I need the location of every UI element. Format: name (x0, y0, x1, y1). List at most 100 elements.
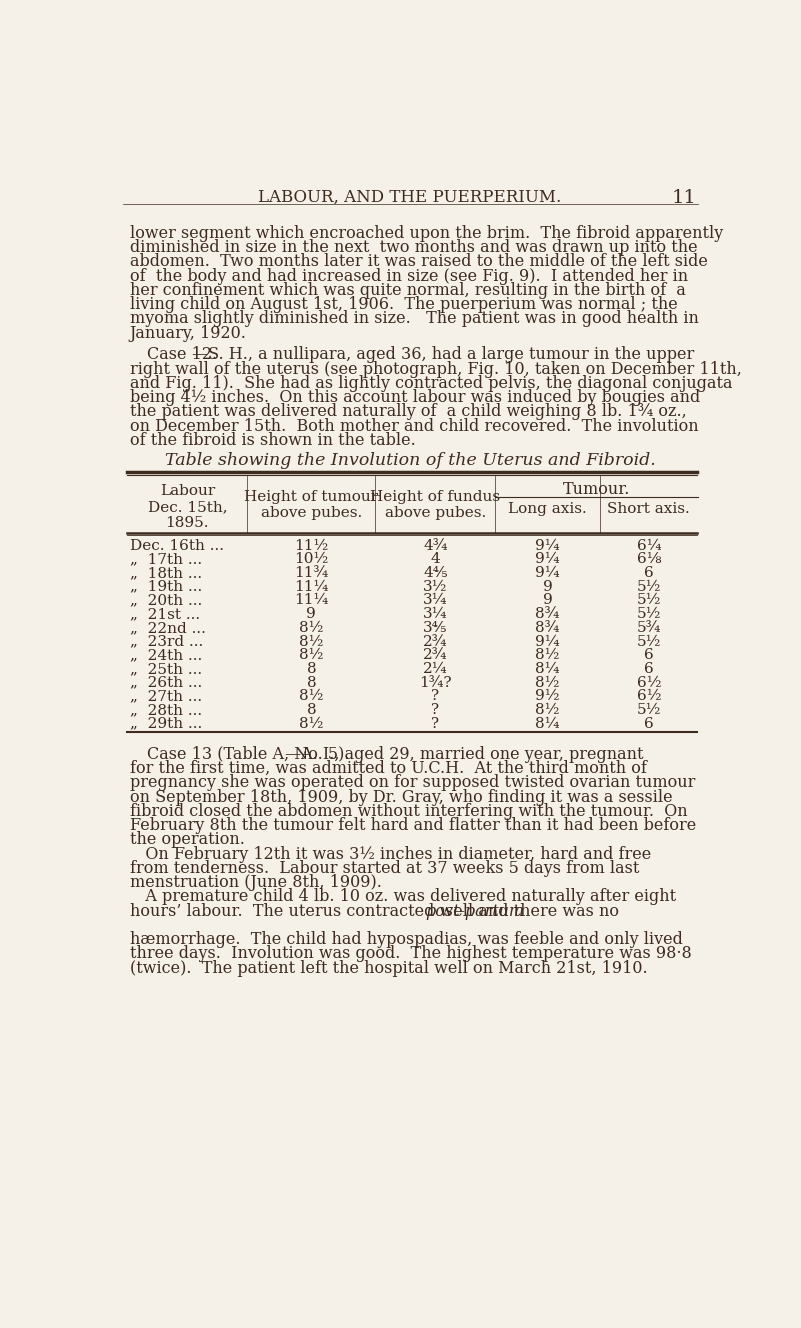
Text: „  22nd ...: „ 22nd ... (131, 620, 206, 635)
Text: 3⅘: 3⅘ (423, 620, 448, 635)
Text: „  17th ...: „ 17th ... (131, 552, 203, 566)
Text: 8¾: 8¾ (536, 607, 560, 622)
Text: 8½: 8½ (535, 676, 560, 689)
Text: 8¼: 8¼ (535, 717, 560, 730)
Text: 9¼: 9¼ (535, 539, 560, 552)
Text: hours’ labour.  The uterus contracted well and there was no: hours’ labour. The uterus contracted wel… (130, 903, 624, 919)
Text: three days.  Involution was good.  The highest temperature was 98·8: three days. Involution was good. The hig… (130, 946, 691, 963)
Text: ?: ? (431, 717, 440, 730)
Text: 11¾: 11¾ (294, 566, 328, 580)
Text: 5½: 5½ (637, 580, 661, 594)
Text: 4¾: 4¾ (423, 539, 448, 552)
Text: 8½: 8½ (299, 648, 324, 663)
Text: lower segment which encroached upon the brim.  The fibroid apparently: lower segment which encroached upon the … (130, 224, 723, 242)
Text: myoma slightly diminished in size.   The patient was in good health in: myoma slightly diminished in size. The p… (130, 311, 698, 327)
Text: her confinement which was quite normal, resulting in the birth of  a: her confinement which was quite normal, … (130, 282, 686, 299)
Text: 6⅛: 6⅛ (637, 552, 661, 566)
Text: diminished in size in the next  two months and was drawn up into the: diminished in size in the next two month… (130, 239, 697, 256)
Text: 11¼: 11¼ (294, 594, 328, 607)
Text: Height of fundus
above pubes.: Height of fundus above pubes. (370, 490, 501, 521)
Text: the patient was delivered naturally of  a child weighing 8 lb. 1¾ oz.,: the patient was delivered naturally of a… (130, 404, 686, 421)
Text: Long axis.: Long axis. (509, 502, 587, 515)
Text: 3½: 3½ (423, 580, 448, 594)
Text: 8: 8 (307, 661, 316, 676)
Text: On February 12th it was 3½ inches in diameter, hard and free: On February 12th it was 3½ inches in dia… (130, 846, 651, 863)
Text: 2¼: 2¼ (423, 661, 448, 676)
Text: February 8th the tumour felt hard and flatter than it had been before: February 8th the tumour felt hard and fl… (130, 817, 696, 834)
Text: 5¾: 5¾ (637, 620, 661, 635)
Text: „  21st ...: „ 21st ... (131, 607, 200, 622)
Text: 9: 9 (543, 580, 553, 594)
Text: Tumour.: Tumour. (563, 481, 630, 498)
Text: the operation.: the operation. (130, 831, 244, 849)
Text: Case 12.: Case 12. (147, 347, 217, 364)
Text: living child on August 1st, 1906.  The puerperium was normal ; the: living child on August 1st, 1906. The pu… (130, 296, 678, 313)
Text: 6: 6 (644, 717, 654, 730)
Text: „  29th ...: „ 29th ... (131, 717, 203, 730)
Text: 8½: 8½ (299, 717, 324, 730)
Text: post-partum: post-partum (425, 903, 524, 919)
Text: —A. I., aged 29, married one year, pregnant: —A. I., aged 29, married one year, pregn… (284, 746, 643, 762)
Text: 9½: 9½ (535, 689, 560, 704)
Text: 10½: 10½ (294, 552, 328, 566)
Text: 6¼: 6¼ (637, 539, 661, 552)
Text: 8½: 8½ (535, 703, 560, 717)
Text: „  20th ...: „ 20th ... (131, 594, 203, 607)
Text: 2¾: 2¾ (423, 635, 448, 648)
Text: of the fibroid is shown in the table.: of the fibroid is shown in the table. (130, 432, 416, 449)
Text: 2¾: 2¾ (423, 648, 448, 663)
Text: January, 1920.: January, 1920. (130, 324, 247, 341)
Text: 8¼: 8¼ (535, 661, 560, 676)
Text: 1¾?: 1¾? (419, 676, 452, 689)
Text: 9: 9 (307, 607, 316, 622)
Text: „  18th ...: „ 18th ... (131, 566, 203, 580)
Text: 8¾: 8¾ (536, 620, 560, 635)
Text: „  24th ...: „ 24th ... (131, 648, 203, 663)
Text: 8½: 8½ (299, 689, 324, 704)
Text: 3¼: 3¼ (423, 607, 448, 622)
Text: 8: 8 (307, 703, 316, 717)
Text: —S. H., a nullipara, aged 36, had a large tumour in the upper: —S. H., a nullipara, aged 36, had a larg… (191, 347, 694, 364)
Text: LABOUR, AND THE PUERPERIUM.: LABOUR, AND THE PUERPERIUM. (259, 189, 562, 206)
Text: 9: 9 (543, 594, 553, 607)
Text: being 4½ inches.  On this account labour was induced by bougies and: being 4½ inches. On this account labour … (130, 389, 700, 406)
Text: Case 13 (Table A, No. 5).: Case 13 (Table A, No. 5). (147, 746, 349, 762)
Text: Dec. 16th ...: Dec. 16th ... (131, 539, 224, 552)
Text: Labour
Dec. 15th,
1895.: Labour Dec. 15th, 1895. (147, 483, 227, 530)
Text: „  26th ...: „ 26th ... (131, 676, 203, 689)
Text: „  19th ...: „ 19th ... (131, 580, 203, 594)
Text: from tenderness.  Labour started at 37 weeks 5 days from last: from tenderness. Labour started at 37 we… (130, 859, 639, 876)
Text: of  the body and had increased in size (see Fig. 9).  I attended her in: of the body and had increased in size (s… (130, 267, 688, 284)
Text: 5½: 5½ (637, 703, 661, 717)
Text: 3¼: 3¼ (423, 594, 448, 607)
Text: fibroid closed the abdomen without interfering with the tumour.  On: fibroid closed the abdomen without inter… (130, 803, 687, 819)
Text: 6: 6 (644, 661, 654, 676)
Text: 8: 8 (307, 676, 316, 689)
Text: 6: 6 (644, 566, 654, 580)
Text: abdomen.  Two months later it was raised to the middle of the left side: abdomen. Two months later it was raised … (130, 254, 707, 271)
Text: on December 15th.  Both mother and child recovered.  The involution: on December 15th. Both mother and child … (130, 418, 698, 434)
Text: 4⅘: 4⅘ (423, 566, 448, 580)
Text: ?: ? (431, 703, 440, 717)
Text: „  23rd ...: „ 23rd ... (131, 635, 203, 648)
Text: 6½: 6½ (637, 689, 661, 704)
Text: 4: 4 (430, 552, 441, 566)
Text: 8½: 8½ (299, 620, 324, 635)
Text: 11¼: 11¼ (294, 580, 328, 594)
Text: and Fig. 11).  She had as lightly contracted pelvis, the diagonal conjugata: and Fig. 11). She had as lightly contrac… (130, 374, 732, 392)
Text: 6: 6 (644, 648, 654, 663)
Text: hæmorrhage.  The child had hypospadias, was feeble and only lived: hæmorrhage. The child had hypospadias, w… (130, 931, 682, 948)
Text: „  25th ...: „ 25th ... (131, 661, 203, 676)
Text: ?: ? (431, 689, 440, 704)
Text: Short axis.: Short axis. (607, 502, 690, 515)
Text: 6½: 6½ (637, 676, 661, 689)
Text: 9¼: 9¼ (535, 552, 560, 566)
Text: „  27th ...: „ 27th ... (131, 689, 203, 704)
Text: right wall of the uterus (see photograph, Fig. 10, taken on December 11th,: right wall of the uterus (see photograph… (130, 361, 742, 377)
Text: (twice).  The patient left the hospital well on March 21st, 1910.: (twice). The patient left the hospital w… (130, 960, 647, 976)
Text: 11: 11 (672, 189, 697, 207)
Text: on September 18th, 1909, by Dr. Gray, who finding it was a sessile: on September 18th, 1909, by Dr. Gray, wh… (130, 789, 672, 806)
Text: 8½: 8½ (535, 648, 560, 663)
Text: 5½: 5½ (637, 594, 661, 607)
Text: 9¼: 9¼ (535, 566, 560, 580)
